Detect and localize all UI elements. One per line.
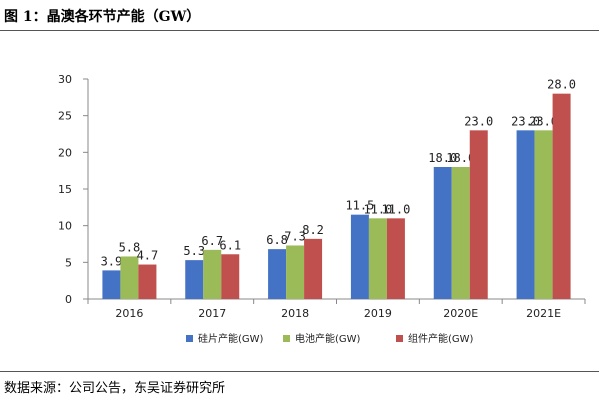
legend-label: 硅片产能(GW) xyxy=(198,332,264,345)
bar xyxy=(268,249,287,299)
data-label: 8.2 xyxy=(302,223,324,237)
data-label: 6.7 xyxy=(201,234,223,248)
bar xyxy=(120,256,139,299)
x-tick-label: 2021E xyxy=(526,307,561,320)
legend-swatch xyxy=(186,335,193,342)
figure-title: 图 1：晶澳各环节产能（GW） xyxy=(4,9,201,25)
data-label: 7.3 xyxy=(284,229,306,243)
data-label: 11.0 xyxy=(363,202,392,216)
x-tick-label: 2017 xyxy=(198,307,226,320)
data-label: 28.0 xyxy=(547,78,576,92)
y-tick-label: 0 xyxy=(65,293,72,306)
x-tick-label: 2018 xyxy=(281,307,309,320)
y-tick-label: 30 xyxy=(58,73,72,86)
y-tick-label: 10 xyxy=(58,220,72,233)
y-tick-label: 25 xyxy=(58,110,72,123)
bar xyxy=(221,254,240,299)
x-tick-label: 2019 xyxy=(364,307,392,320)
legend-swatch xyxy=(283,335,290,342)
bar xyxy=(350,214,369,299)
legend-label: 电池产能(GW) xyxy=(295,332,361,345)
bar xyxy=(552,93,571,300)
data-label: 23.0 xyxy=(464,114,493,128)
data-label: 6.8 xyxy=(266,233,288,247)
data-label: 4.7 xyxy=(137,249,159,263)
bar xyxy=(304,238,323,299)
data-label: 11.5 xyxy=(345,199,374,213)
bar xyxy=(203,249,222,299)
data-label: 11.0 xyxy=(381,202,410,216)
bar xyxy=(386,218,405,299)
data-label: 18.0 xyxy=(446,151,475,165)
top-rule xyxy=(0,30,599,31)
source-note: 数据来源：公司公告，东吴证券研究所 xyxy=(4,381,226,396)
legend-label: 组件产能(GW) xyxy=(408,332,474,345)
bottom-rule xyxy=(0,371,599,372)
data-label: 5.8 xyxy=(119,240,141,254)
y-tick-label: 20 xyxy=(58,146,72,159)
data-label: 5.3 xyxy=(183,244,205,258)
data-label: 6.1 xyxy=(219,238,241,252)
data-label: 23.0 xyxy=(529,114,558,128)
y-tick-label: 5 xyxy=(65,256,72,269)
data-label: 23.0 xyxy=(511,114,540,128)
bar xyxy=(516,130,535,299)
data-label: 18.0 xyxy=(428,151,457,165)
bar xyxy=(433,167,452,299)
legend-swatch xyxy=(396,335,403,342)
data-label: 3.9 xyxy=(101,254,123,268)
bar-chart: 0 5 10 15 20 25 30 3.95.84.7 2016 5.36.76.1 2017 6.… xyxy=(58,73,586,345)
x-tick-label: 2016 xyxy=(115,307,143,320)
bar xyxy=(368,218,387,299)
bar xyxy=(138,264,157,299)
bar xyxy=(469,130,488,299)
y-tick-label: 15 xyxy=(58,183,72,196)
bar xyxy=(102,270,121,299)
x-tick-label: 2020E xyxy=(443,307,478,320)
bar xyxy=(185,260,204,299)
bar xyxy=(451,167,470,299)
bar xyxy=(286,245,305,299)
bar xyxy=(534,130,553,299)
